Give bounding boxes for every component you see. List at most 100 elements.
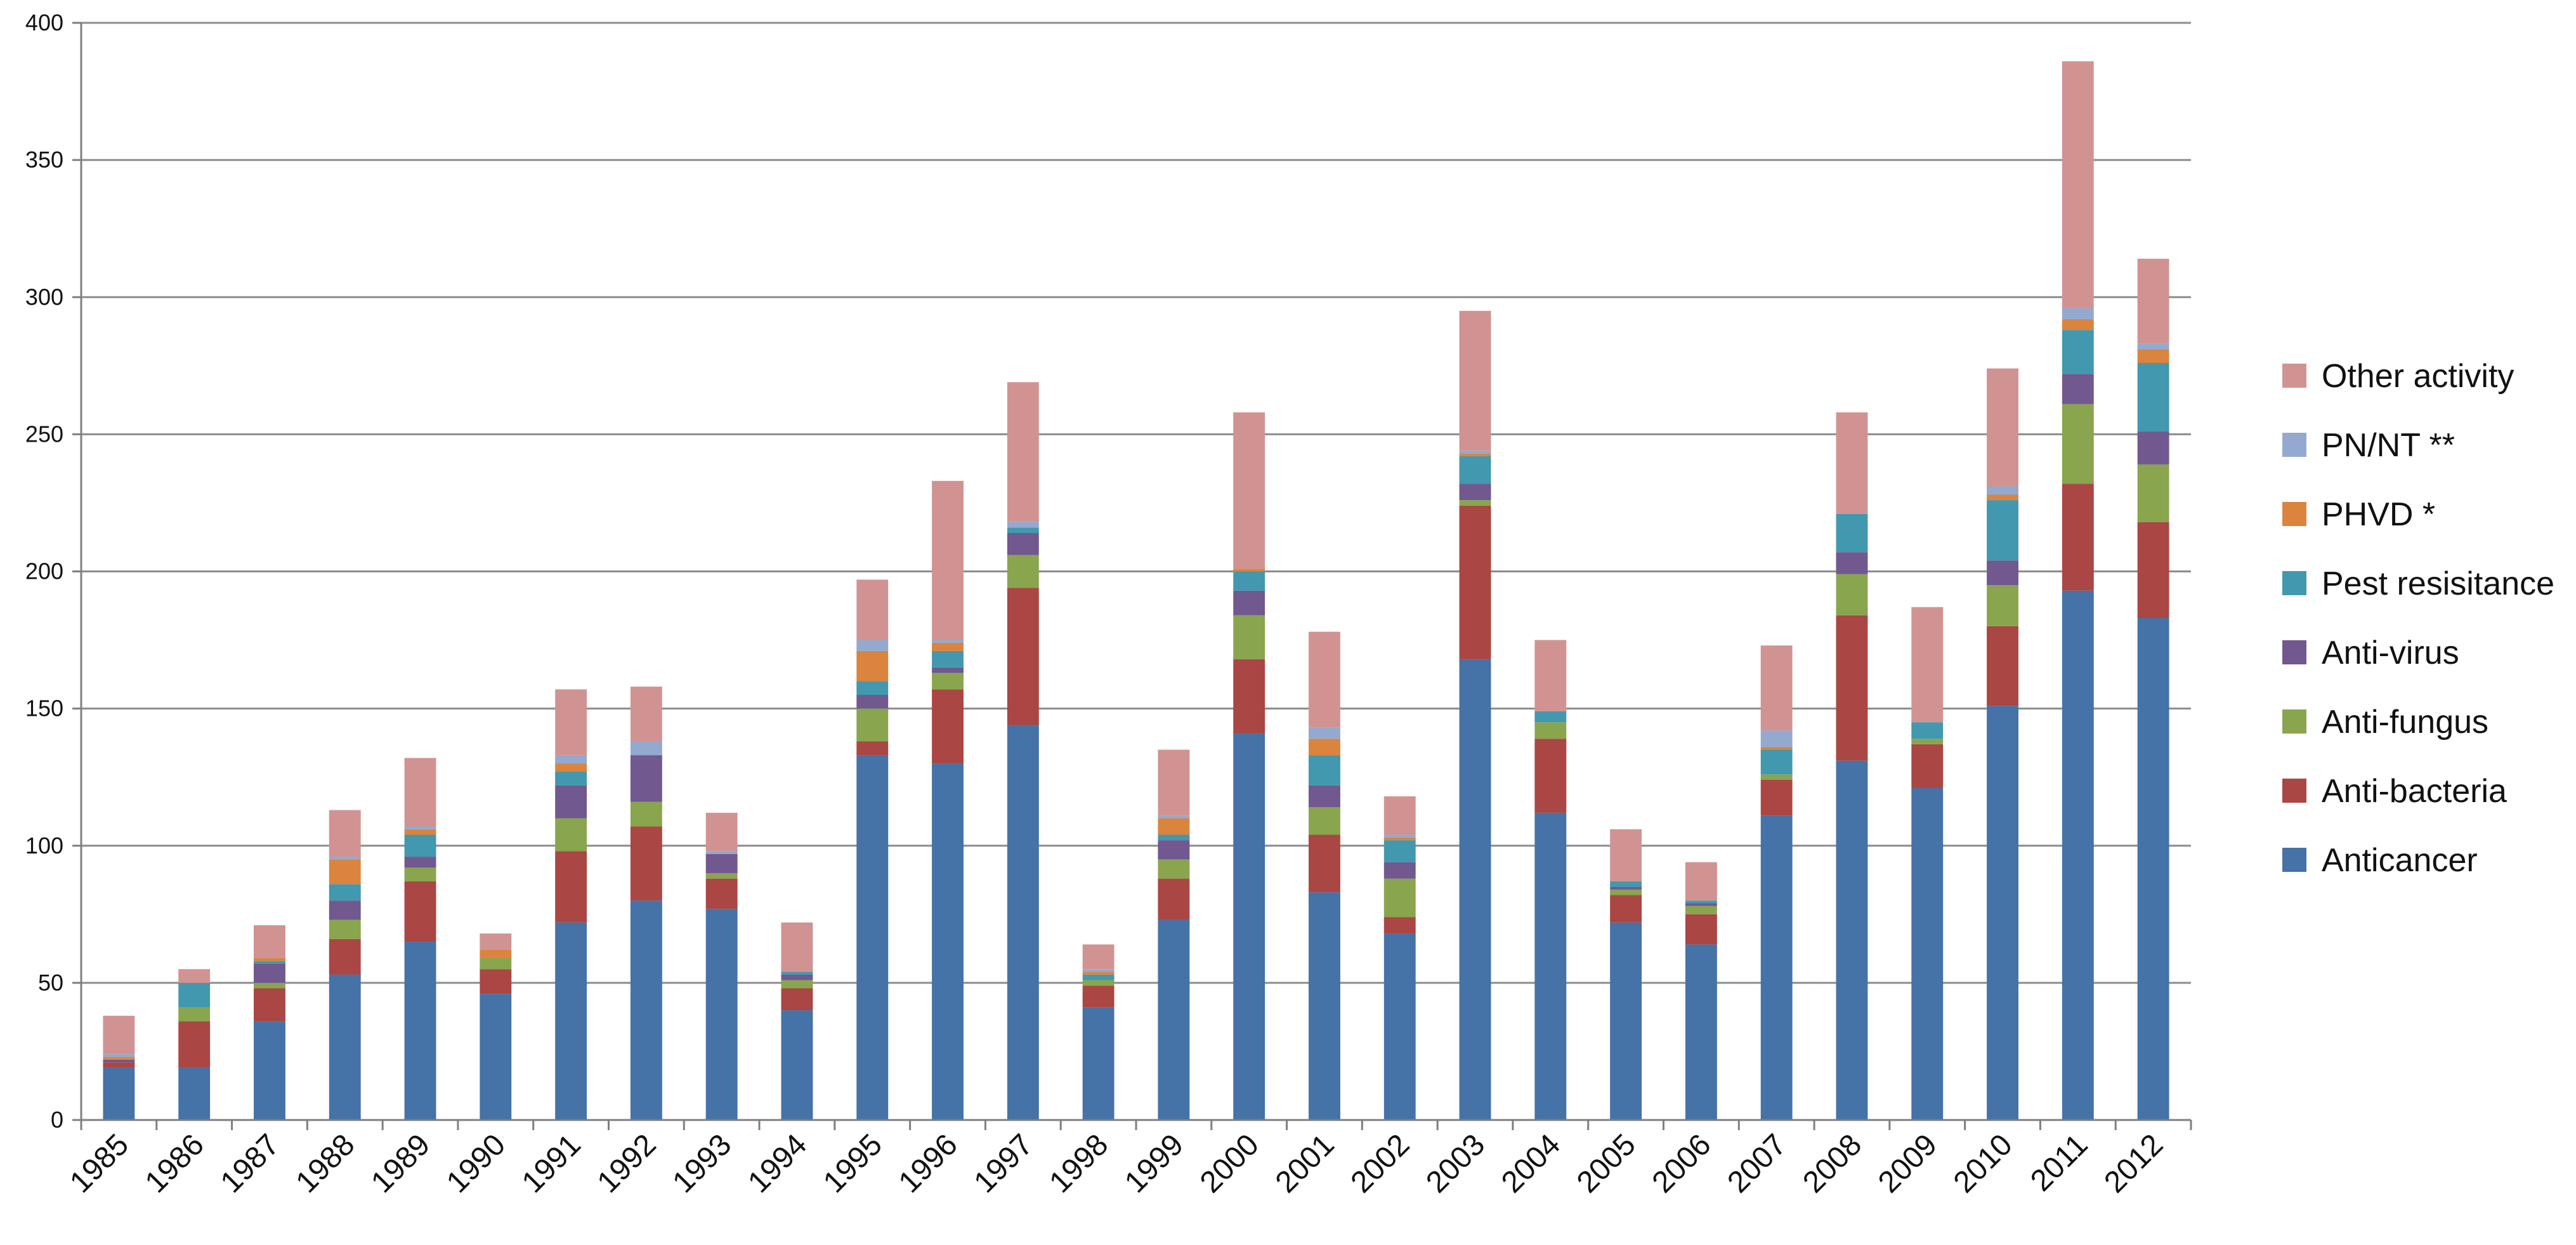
y-tick-label: 400 (25, 10, 63, 36)
bar-segment (1158, 834, 1190, 841)
bar-segment (1534, 812, 1567, 1120)
bar-segment (1911, 722, 1944, 739)
bar-segment (1007, 532, 1039, 555)
bar-segment (1911, 787, 1944, 1120)
y-tick-label: 350 (25, 147, 63, 173)
bar-segment (1158, 818, 1190, 835)
bar-segment (1309, 785, 1340, 808)
bar-segment (1007, 527, 1039, 533)
bar-segment (404, 829, 436, 835)
bar-segment (404, 867, 436, 881)
bar-segment (1760, 747, 1793, 750)
bar-segment (1836, 513, 1868, 553)
bar-segment (856, 755, 889, 1120)
bar-segment (103, 1057, 135, 1060)
bar-segment (555, 818, 587, 852)
bar-segment (1685, 900, 1717, 904)
bar-segment (1082, 944, 1115, 970)
bar-segment (1760, 730, 1793, 748)
legend-swatch (2282, 433, 2306, 457)
bar-segment (781, 922, 813, 972)
bar-segment (555, 922, 587, 1120)
bar-segment (1082, 980, 1115, 986)
legend-item: Pest resisitance (2282, 565, 2554, 602)
bar-segment (254, 963, 285, 983)
bar-segment (103, 1054, 135, 1057)
bar-segment (1459, 500, 1491, 506)
x-tick-label: 2001 (1269, 1128, 1341, 1199)
legend-swatch (2282, 364, 2306, 388)
bar-segment (1459, 484, 1491, 501)
bar-segment (630, 741, 662, 756)
legend-item: Anti-bacteria (2282, 773, 2507, 810)
x-tick-label: 2004 (1495, 1128, 1567, 1199)
x-tick-label: 1985 (63, 1128, 135, 1199)
bar-segment (932, 673, 964, 690)
bar-segment (103, 1067, 135, 1120)
legend-label: Anti-fungus (2322, 704, 2488, 741)
bar-segment (1685, 906, 1717, 914)
bar-segment (1383, 837, 1416, 841)
bar-segment (1685, 944, 1717, 1120)
bar-segment (1309, 739, 1340, 756)
legend: Other activity PN/NT ** PHVD * Pest resisit… (2282, 358, 2554, 879)
bar-segment (1233, 659, 1265, 734)
bar-segment (781, 972, 813, 975)
legend-swatch (2282, 709, 2306, 734)
bar-segment (1836, 760, 1868, 1120)
x-tick-label: 2003 (1420, 1128, 1491, 1199)
bar-segment (1911, 607, 1944, 723)
legend-label: Other activity (2322, 358, 2514, 395)
bar-segment (555, 851, 587, 923)
y-tick-label: 150 (25, 695, 63, 721)
bar-segment (1534, 711, 1567, 723)
bar-segment (329, 884, 361, 901)
bar-segment (1760, 645, 1793, 731)
bar-segment (1233, 733, 1265, 1120)
bar-segment (1158, 919, 1190, 1120)
bar-segment (630, 755, 662, 802)
bar-segment (1987, 585, 2018, 626)
bar-segment (1007, 555, 1039, 588)
bar-segment (1760, 774, 1793, 781)
bar-segment (2137, 362, 2169, 432)
bar-segment (1534, 640, 1567, 711)
x-tick-label: 1990 (440, 1128, 512, 1199)
bar-segment (856, 741, 889, 756)
bar-segment (1987, 500, 2018, 561)
bar-segment (1987, 560, 2018, 586)
bar-segment (254, 982, 285, 989)
x-tick-label: 1988 (290, 1128, 362, 1199)
bar-segment (1534, 739, 1567, 813)
bar-segment (1459, 456, 1491, 484)
bar-segment (932, 480, 964, 640)
legend-label: PN/NT ** (2322, 427, 2455, 464)
bar-segment (705, 909, 738, 1120)
bar-segment (1383, 862, 1416, 879)
bar-segment (254, 961, 285, 964)
bar-segment (1685, 862, 1717, 901)
legend-label: Anticancer (2322, 842, 2478, 879)
bar-segment (1987, 706, 2018, 1120)
bar-segment (1309, 755, 1340, 786)
bar-segment (1383, 840, 1416, 862)
bar-segment (1158, 878, 1190, 920)
bar-segment (1836, 412, 1868, 514)
bar-segment (856, 640, 889, 651)
bar-segment (1309, 727, 1340, 739)
bar-segment (329, 857, 361, 860)
bar-segment (555, 755, 587, 764)
bar-segment (1987, 486, 2018, 495)
bar-segment (404, 826, 436, 829)
bar-segment (705, 812, 738, 852)
x-tick-labels: 1985 1986 1987 1988 1989 1990 1991 1992 1993 1994… (63, 1128, 2169, 1199)
bar-segment (329, 810, 361, 857)
bar-segment (1685, 903, 1717, 906)
bar-segment (1383, 796, 1416, 835)
legend-label: Pest resisitance (2322, 565, 2554, 602)
bar-segment (2062, 319, 2094, 331)
x-tick-label: 2000 (1194, 1128, 1265, 1199)
bar-segment (103, 1062, 135, 1068)
